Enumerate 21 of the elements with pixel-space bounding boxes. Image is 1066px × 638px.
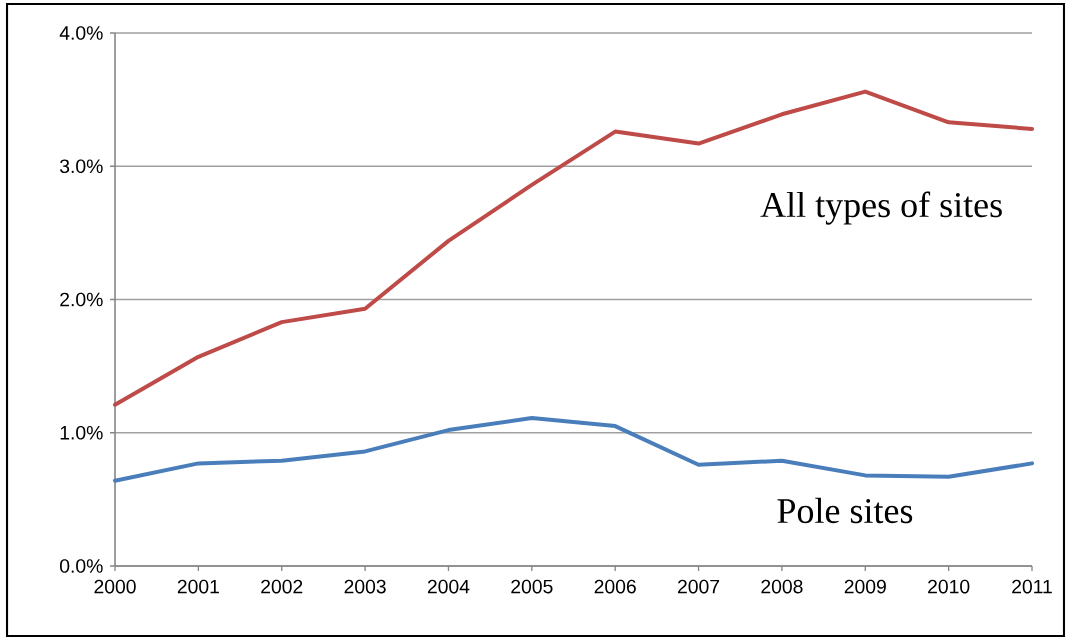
series-label: Pole sites	[777, 497, 913, 524]
x-tick-label: 2005	[511, 579, 553, 594]
series-label: All types of sites	[760, 191, 1002, 225]
x-tick-label: 2004	[427, 579, 470, 594]
x-tick-label: 2003	[344, 579, 386, 594]
x-tick-label: 2006	[594, 579, 636, 594]
x-tick-label: 2010	[928, 579, 970, 594]
line-series	[113, 416, 1034, 483]
x-tick-label: 2011	[1012, 579, 1052, 594]
line-series	[113, 89, 1034, 407]
x-tick-label: 2001	[177, 579, 219, 594]
y-tick-label: 0.0%	[60, 559, 103, 573]
y-tick-label: 3.0%	[60, 159, 103, 174]
y-tick-label: 4.0%	[59, 26, 103, 40]
x-tick-label: 2009	[844, 579, 886, 594]
x-tick-label: 2008	[761, 579, 803, 594]
x-tick-label: 2002	[261, 579, 303, 594]
x-tick-label: 2000	[94, 579, 136, 594]
x-tick-label: 2007	[678, 579, 720, 594]
y-tick-label: 1.0%	[60, 425, 103, 440]
y-tick-label: 2.0%	[60, 292, 103, 307]
